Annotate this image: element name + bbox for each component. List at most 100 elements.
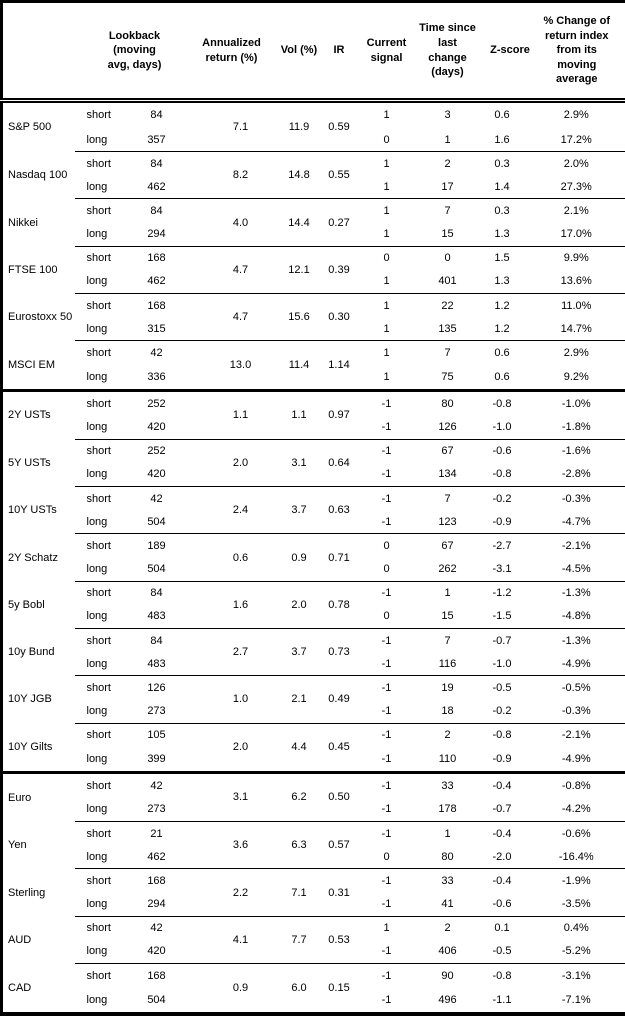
side-label-cell: short — [74, 722, 127, 747]
side-label-cell: short — [74, 151, 127, 176]
time-since-cell: 7 — [416, 198, 479, 223]
table-row: Nikkei short 84 4.0 14.4 0.27 1 7 0.3 2.1% — [2, 198, 625, 247]
z-score-cell: -1.2 — [478, 580, 542, 605]
side-label-cell: short — [74, 533, 127, 558]
signal-cell: 0 — [383, 850, 390, 863]
asset-name-cell: FTSE 100 — [8, 263, 58, 276]
asset-name-cell: 10y Bund — [8, 646, 55, 659]
side-label-cell: long — [86, 275, 108, 288]
table-row: CAD short 168 0.9 6.0 0.15 -1 90 -0.8 -3.1% — [2, 962, 625, 1014]
side-label-cell: short — [74, 770, 127, 798]
table-row: long 357 0 1 1.6 17.2% — [2, 128, 625, 152]
side-label-cell: short — [74, 580, 127, 605]
signal-cell: 1 — [383, 370, 390, 383]
time-since-cell: 80 — [441, 850, 454, 863]
pct-change-cell: 14.7% — [560, 322, 592, 335]
time-since-cell: 3 — [416, 99, 479, 128]
signal-cell: -1 — [356, 628, 417, 653]
annualized-return-cell: 4.0 — [186, 198, 277, 247]
time-since-cell: 178 — [438, 803, 457, 816]
z-score-cell: -0.9 — [492, 515, 512, 528]
lookback-cell: 42 — [126, 915, 187, 940]
z-score-cell: 1.3 — [494, 228, 510, 241]
asset-name-cell: 10Y JGB — [8, 693, 52, 706]
table-row: long 483 0 15 -1.5 -4.8% — [2, 605, 625, 629]
asset-name-cell: AUD — [8, 933, 32, 946]
time-since-cell: 116 — [438, 657, 457, 670]
pct-change-cell: 2.1% — [541, 198, 625, 223]
annualized-return-cell: 4.7 — [186, 245, 277, 294]
lookback-cell: 504 — [147, 563, 166, 576]
table-row: long 504 -1 496 -1.1 -7.1% — [2, 987, 625, 1014]
z-score-cell: -0.2 — [492, 705, 512, 718]
z-score-cell: 0.1 — [478, 915, 542, 940]
time-since-cell: 406 — [438, 945, 457, 958]
pct-change-cell: 2.9% — [541, 99, 625, 128]
asset-name-cell: Nasdaq 100 — [8, 169, 68, 182]
ir-cell: 0.55 — [321, 151, 357, 199]
z-score-cell: -3.1 — [492, 563, 512, 576]
signal-cell: -1 — [356, 675, 417, 700]
z-score-cell: 0.3 — [478, 198, 542, 223]
z-score-cell: -0.5 — [492, 945, 512, 958]
z-score-cell: -0.7 — [492, 803, 512, 816]
vol-cell: 12.1 — [276, 245, 322, 294]
lookback-cell: 168 — [126, 245, 187, 270]
pct-change-cell: -3.1% — [541, 962, 625, 988]
side-label-cell: short — [74, 340, 127, 365]
vol-cell: 1.1 — [276, 388, 322, 440]
signal-cell: 1 — [383, 275, 390, 288]
table-row: 5Y USTs short 252 2.0 3.1 0.64 -1 67 -0.6 -1.6% — [2, 438, 625, 487]
asset-name-cell: S&P 500 — [8, 121, 52, 134]
table-row: Yen short 21 3.6 6.3 0.57 -1 1 -0.4 -0.6% — [2, 821, 625, 869]
vol-cell: 7.1 — [276, 868, 322, 917]
lookback-cell: 252 — [126, 438, 187, 463]
time-since-cell: 110 — [438, 752, 457, 765]
signal-cell: -1 — [356, 438, 417, 463]
z-score-cell: -0.8 — [478, 388, 542, 416]
signal-cell: -1 — [356, 388, 417, 416]
vol-cell: 6.3 — [276, 821, 322, 869]
lookback-cell: 84 — [126, 99, 187, 128]
asset-name-cell: MSCI EM — [8, 358, 56, 371]
pct-change-cell: 0.4% — [541, 915, 625, 940]
z-score-cell: -0.9 — [492, 752, 512, 765]
side-label-cell: short — [74, 868, 127, 893]
side-label-cell: short — [74, 388, 127, 416]
lookback-cell: 462 — [147, 180, 166, 193]
signal-cell: -1 — [381, 421, 392, 434]
annualized-return-cell: 2.4 — [186, 486, 277, 534]
table-row: long 294 -1 41 -0.6 -3.5% — [2, 893, 625, 917]
time-since-cell: 7 — [416, 486, 479, 511]
pct-change-cell: -0.3% — [541, 486, 625, 511]
asset-name-cell: 2Y Schatz — [8, 551, 58, 564]
z-score-cell: -0.6 — [492, 898, 512, 911]
signal-cell: -1 — [381, 993, 392, 1006]
table-row: long 399 -1 110 -0.9 -4.9% — [2, 747, 625, 773]
asset-name-cell: Yen — [8, 839, 27, 852]
time-since-cell: 0 — [416, 245, 479, 270]
time-since-cell: 7 — [416, 340, 479, 365]
annualized-return-cell: 1.6 — [186, 580, 277, 629]
asset-name-cell: Euro — [1, 770, 75, 822]
header-current-signal: Current signal — [356, 1, 417, 103]
lookback-cell: 168 — [126, 868, 187, 893]
side-label-cell: long — [86, 993, 108, 1006]
time-since-cell: 126 — [438, 421, 457, 434]
pct-change-cell: -0.6% — [541, 821, 625, 846]
annualized-return-cell: 7.1 — [186, 99, 277, 152]
annualized-return-cell: 0.9 — [186, 962, 277, 1014]
pct-change-cell: -7.1% — [561, 993, 591, 1006]
z-score-cell: -0.2 — [478, 486, 542, 511]
time-since-cell: 41 — [441, 898, 454, 911]
pct-change-cell: -1.9% — [541, 868, 625, 893]
pct-change-cell: -4.8% — [561, 610, 591, 623]
ir-cell: 0.27 — [321, 198, 357, 247]
ir-cell: 1.14 — [321, 340, 357, 391]
side-label-cell: long — [86, 322, 108, 335]
pct-change-cell: 9.9% — [541, 245, 625, 270]
table-row: MSCI EM short 42 13.0 11.4 1.14 1 7 0.6 2.9% — [2, 340, 625, 391]
pct-change-cell: -1.8% — [561, 421, 591, 434]
signal-cell: -1 — [381, 468, 392, 481]
